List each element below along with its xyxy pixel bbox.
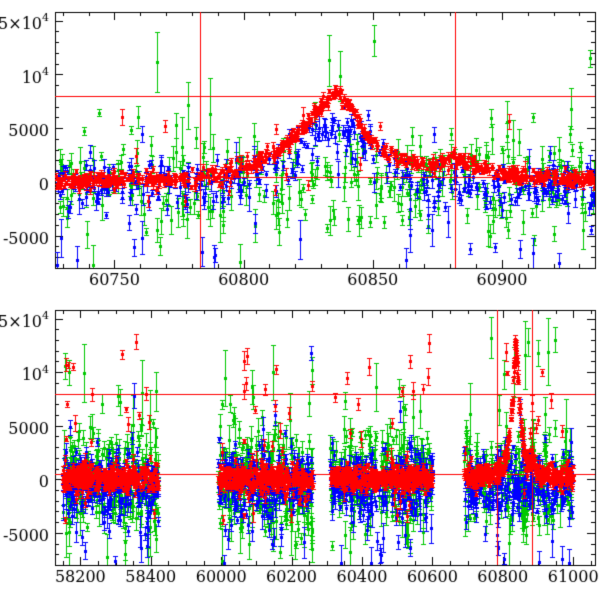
bottom-panel-chart-canvas (0, 300, 600, 600)
bottom-panel (0, 300, 600, 600)
top-panel (0, 0, 600, 300)
top-panel-chart-canvas (0, 0, 600, 300)
